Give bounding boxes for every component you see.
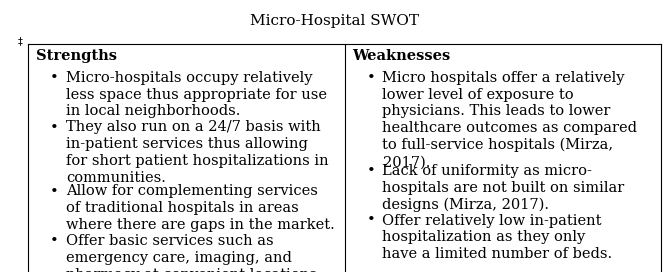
Text: •: • <box>50 120 59 134</box>
Text: Micro-hospitals occupy relatively
less space thus appropriate for use
in local n: Micro-hospitals occupy relatively less s… <box>66 71 327 119</box>
Text: Lack of uniformity as micro-
hospitals are not built on similar
designs (Mirza, : Lack of uniformity as micro- hospitals a… <box>383 164 625 212</box>
Text: •: • <box>367 71 375 85</box>
Text: Allow for complementing services
of traditional hospitals in areas
where there a: Allow for complementing services of trad… <box>66 184 334 232</box>
Text: Strengths: Strengths <box>36 49 117 63</box>
Text: •: • <box>50 184 59 199</box>
Text: •: • <box>50 234 59 248</box>
Text: ‡: ‡ <box>17 36 23 46</box>
Text: •: • <box>367 164 375 178</box>
Text: Weaknesses: Weaknesses <box>353 49 451 63</box>
Text: They also run on a 24/7 basis with
in-patient services thus allowing
for short p: They also run on a 24/7 basis with in-pa… <box>66 120 328 185</box>
Text: Offer basic services such as
emergency care, imaging, and
pharmacy at convenient: Offer basic services such as emergency c… <box>66 234 322 272</box>
Text: •: • <box>50 71 59 85</box>
Text: Micro-Hospital SWOT: Micro-Hospital SWOT <box>250 14 419 28</box>
Text: •: • <box>367 214 375 227</box>
Text: Offer relatively low in-patient
hospitalization as they only
have a limited numb: Offer relatively low in-patient hospital… <box>383 214 613 261</box>
Text: Micro hospitals offer a relatively
lower level of exposure to
physicians. This l: Micro hospitals offer a relatively lower… <box>383 71 638 169</box>
